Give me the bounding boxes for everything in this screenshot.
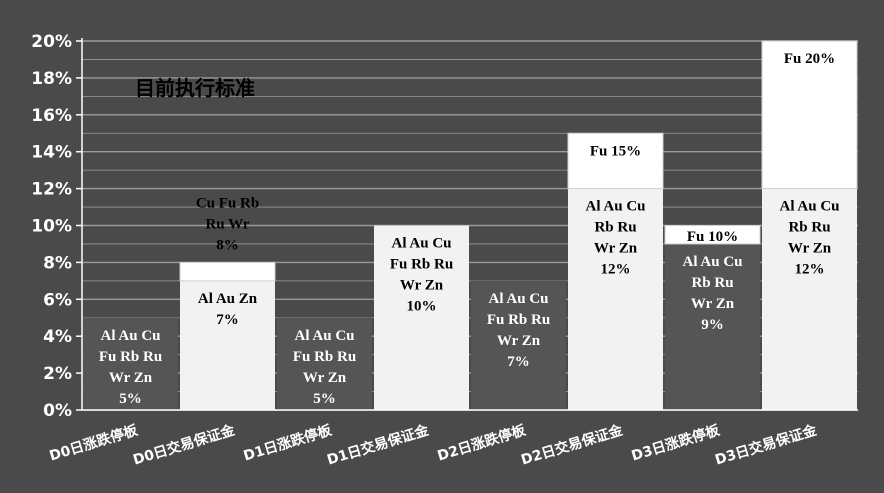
margin-bar: [180, 280, 275, 410]
bar-data-label: Fu 20%: [784, 51, 835, 67]
y-tick-label: 2%: [43, 364, 72, 384]
bar-top-segment: [664, 225, 761, 245]
chart-title: 目前执行标准: [135, 76, 255, 100]
bar-data-label: Wr Zn: [788, 241, 832, 257]
bar-data-label: Al Au Cu: [779, 199, 839, 215]
limit-bar: [277, 317, 372, 410]
bar-data-label: Wr Zn: [497, 333, 541, 349]
y-tick-label: 14%: [31, 143, 72, 163]
bar-data-label: Fu 10%: [687, 229, 738, 245]
bar-data-label: Rb Ru: [788, 220, 830, 236]
bar-data-label: Fu Rb Ru: [99, 349, 162, 365]
bar-data-label: Al Au Cu: [488, 291, 548, 307]
bar-data-label: Al Au Zn: [198, 291, 258, 307]
bar-data-label: Al Au Cu: [100, 328, 160, 344]
bar-data-label: Wr Zn: [303, 370, 347, 386]
bar-top-segment: [179, 261, 276, 282]
bar-data-label: Ru Wr: [205, 216, 249, 232]
bar-data-label: Cu Fu Rb: [196, 195, 259, 211]
limit-bar: [83, 317, 178, 410]
margin-bar: [374, 225, 469, 410]
limit-bar: [471, 280, 566, 410]
bars: Al Au Cu Fu Rb Ru Wr Zn 5% Al Au Zn 7% Cu Fu R…: [83, 40, 858, 410]
bar-data-label: Rb Ru: [691, 275, 733, 291]
bar-data-label: Wr Zn: [400, 278, 444, 294]
y-tick-label: 8%: [43, 253, 72, 273]
bar-data-label: 10%: [407, 299, 437, 315]
limit-bar: [665, 243, 760, 410]
bar-top-segment: [761, 40, 858, 190]
bar-data-label: Al Au Cu: [391, 236, 451, 252]
bar-data-label: Al Au Cu: [294, 328, 354, 344]
bar-data-label: Wr Zn: [691, 296, 735, 312]
bar-top-segment: [567, 132, 664, 190]
y-tick-label: 12%: [31, 180, 72, 200]
bar-data-label: Wr Zn: [109, 370, 153, 386]
y-tick-label: 16%: [31, 106, 72, 126]
bar-data-label: Fu Rb Ru: [390, 257, 453, 273]
bar-data-label: Rb Ru: [594, 220, 636, 236]
bar-data-label: 12%: [601, 262, 631, 278]
bar-data-label: 12%: [795, 262, 825, 278]
y-tick-label: 4%: [43, 327, 72, 347]
bar-data-label: 7%: [507, 354, 530, 370]
margin-bar: [568, 188, 663, 410]
margin-bar: [762, 188, 857, 410]
y-tick-label: 0%: [43, 401, 72, 421]
y-tick-label: 18%: [31, 69, 72, 89]
bar-data-label: Fu 15%: [590, 143, 641, 159]
bar-data-label: 9%: [701, 317, 724, 333]
bar-data-label: 7%: [216, 312, 239, 328]
bar-data-label: Wr Zn: [594, 241, 638, 257]
bar-data-label: 5%: [313, 391, 336, 407]
bar-data-label: Fu Rb Ru: [487, 312, 550, 328]
bar-data-label: 8%: [216, 237, 239, 253]
bar-data-label: Al Au Cu: [682, 254, 742, 270]
y-tick-label: 10%: [31, 217, 72, 237]
y-tick-label: 6%: [43, 290, 72, 310]
bar-data-label: Al Au Cu: [585, 199, 645, 215]
bar-data-label: 5%: [119, 391, 142, 407]
y-tick-label: 20%: [31, 32, 72, 52]
bar-data-label: Fu Rb Ru: [293, 349, 356, 365]
